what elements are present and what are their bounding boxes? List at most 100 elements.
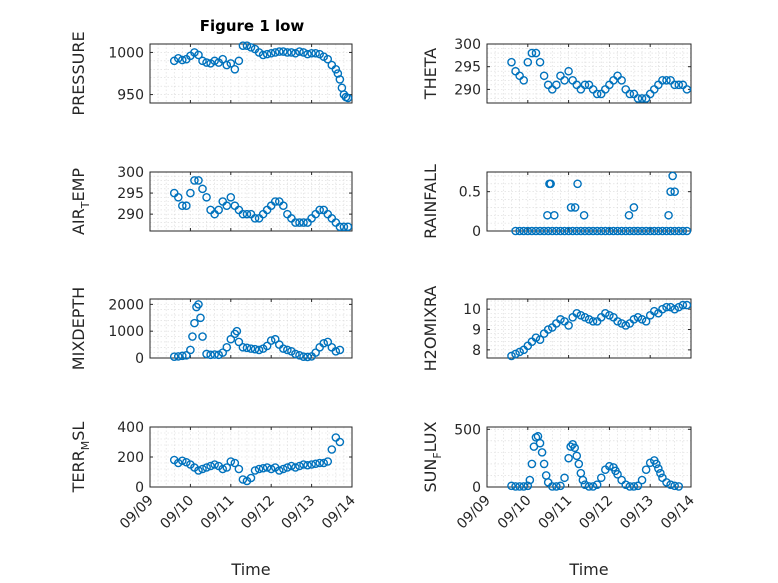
h2omixra-data-point bbox=[658, 304, 667, 314]
pressure-data-point bbox=[202, 58, 211, 67]
terr_msl-data-point bbox=[250, 466, 260, 475]
h2omixra-data-point bbox=[572, 308, 582, 318]
sun_flux-ylabel: SUNFLUX bbox=[421, 421, 444, 492]
terr_msl-data-point bbox=[307, 460, 316, 469]
sun_flux-data-point bbox=[552, 482, 561, 491]
rainfall-data-point bbox=[601, 226, 610, 236]
sun_flux-data-point bbox=[523, 481, 533, 491]
air_temp-data-point bbox=[238, 209, 248, 219]
h2omixra-data-point bbox=[515, 347, 524, 357]
rainfall-data-point bbox=[539, 226, 549, 236]
pressure-data-point bbox=[343, 93, 353, 103]
theta-ylabel: THETA bbox=[421, 48, 440, 100]
h2omixra-data-point bbox=[666, 302, 675, 312]
sun_flux-plot-area bbox=[487, 427, 691, 487]
pressure-data-point bbox=[246, 43, 256, 52]
sun_flux-data-point bbox=[511, 482, 520, 491]
rainfall-data-point bbox=[668, 171, 677, 181]
h2omixra-data-point bbox=[621, 321, 631, 330]
rainfall-data-point bbox=[519, 226, 529, 236]
terr_msl-data-point bbox=[194, 466, 203, 475]
sun_flux-data-point bbox=[560, 473, 569, 483]
sun_flux-data-point bbox=[625, 482, 635, 491]
rainfall-data-point bbox=[535, 226, 545, 236]
terr_msl-data-point bbox=[202, 463, 211, 472]
air_temp-axes-box bbox=[149, 171, 353, 232]
mixdepth-ytick-label: 1000 bbox=[108, 324, 144, 340]
h2omixra-data-point bbox=[633, 313, 643, 322]
pressure-data-point bbox=[178, 55, 187, 65]
mixdepth-data-point bbox=[196, 313, 205, 323]
air_temp-data-point bbox=[194, 176, 203, 185]
rainfall-ytick-label: 0 bbox=[472, 224, 481, 240]
rainfall-data-point bbox=[572, 226, 582, 236]
rainfall-data-point bbox=[625, 226, 635, 236]
theta-data-point bbox=[670, 80, 679, 90]
rainfall-data-point bbox=[580, 226, 590, 236]
mixdepth-data-point bbox=[238, 342, 248, 352]
terr_msl-xtick-label: 09/13 bbox=[279, 493, 319, 533]
h2omixra-ytick-label: 8 bbox=[472, 343, 481, 359]
sun_flux-data-point bbox=[580, 480, 590, 489]
air_temp-data-point bbox=[339, 222, 349, 232]
terr_msl-xtick-label: 09/10 bbox=[157, 493, 197, 533]
terr_msl-data-point bbox=[262, 463, 272, 472]
theta-axes-box bbox=[486, 43, 692, 104]
mixdepth-ytick-label: 0 bbox=[135, 351, 144, 367]
mixdepth-data-point bbox=[291, 349, 300, 359]
sun_flux-data-point bbox=[596, 473, 606, 483]
pressure-data-point bbox=[218, 54, 228, 64]
air_temp-data-point bbox=[198, 184, 207, 194]
h2omixra-ylabel-main: H2OMIXRA bbox=[421, 286, 440, 372]
mixdepth-data-point bbox=[254, 345, 264, 355]
terr_msl-data-point bbox=[254, 464, 264, 474]
rainfall-data-point bbox=[588, 226, 598, 236]
terr_msl-data-point bbox=[234, 464, 244, 474]
sun_flux-data-point bbox=[535, 438, 545, 448]
terr_msl-data-point bbox=[226, 457, 236, 466]
sun_flux-data-point bbox=[519, 482, 529, 491]
terr_msl-xtick-label: 09/11 bbox=[198, 493, 238, 533]
h2omixra-data-point bbox=[556, 315, 565, 324]
rainfall-data-point bbox=[637, 226, 647, 236]
mixdepth-data-point bbox=[299, 352, 308, 361]
mixdepth-data-point bbox=[226, 334, 236, 344]
air_temp-data-point bbox=[270, 197, 280, 206]
terr_msl-data-point bbox=[311, 459, 320, 469]
rainfall-data-point bbox=[584, 226, 594, 236]
pressure-data-point bbox=[242, 41, 252, 50]
sun_flux-data-point bbox=[613, 470, 622, 479]
pressure-plot-area bbox=[150, 44, 352, 103]
sun_flux-data-point bbox=[574, 459, 584, 469]
terr_msl-data-point bbox=[230, 458, 240, 468]
air_temp-ytick-label: 290 bbox=[117, 207, 144, 223]
terr_msl-data-point bbox=[198, 464, 207, 474]
pressure-data-point bbox=[311, 48, 320, 58]
mixdepth-data-point bbox=[206, 350, 215, 360]
theta-data-point bbox=[592, 89, 602, 99]
rainfall-ytick-label: 0.5 bbox=[459, 185, 481, 201]
h2omixra-ylabel: H2OMIXRA bbox=[421, 286, 440, 372]
pressure-data-point bbox=[307, 48, 316, 58]
mixdepth-data-point bbox=[218, 348, 228, 357]
sun_flux-xtick-label: 09/09 bbox=[454, 493, 494, 533]
terr_msl-data-point bbox=[222, 463, 232, 472]
pressure-data-point bbox=[173, 54, 183, 63]
sun_flux-data-point bbox=[621, 480, 631, 489]
theta-ytick-label: 300 bbox=[454, 37, 481, 53]
theta-data-point bbox=[523, 57, 533, 67]
mixdepth-data-point bbox=[283, 345, 292, 355]
terr_msl-ytick-label: 400 bbox=[117, 420, 144, 436]
terr_msl-data-point bbox=[258, 463, 268, 473]
rainfall-data-point bbox=[576, 226, 586, 236]
air_temp-data-point bbox=[186, 188, 195, 198]
sun_flux-data-point bbox=[641, 465, 651, 474]
mixdepth-data-point bbox=[169, 352, 179, 361]
sun_flux-data-point bbox=[584, 482, 594, 491]
theta-data-point bbox=[637, 94, 647, 103]
air_temp-data-point bbox=[242, 209, 252, 219]
h2omixra-data-point bbox=[641, 317, 651, 326]
rainfall-data-point bbox=[605, 226, 614, 236]
mixdepth-data-point bbox=[188, 332, 197, 341]
figure-title: Figure 1 low bbox=[200, 17, 305, 35]
